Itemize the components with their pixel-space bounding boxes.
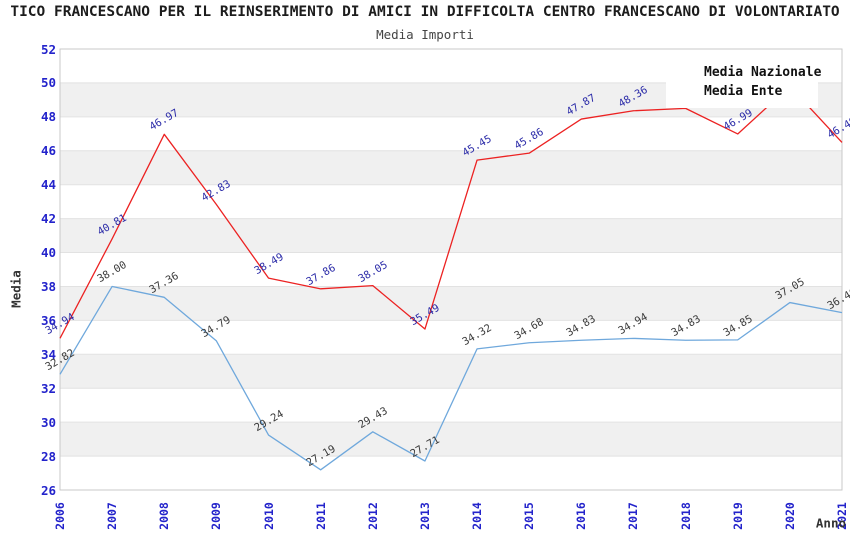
x-tick-label: 2011 bbox=[313, 502, 328, 530]
x-tick-label: 2018 bbox=[678, 502, 693, 530]
x-tick-label: 2008 bbox=[157, 502, 172, 530]
y-tick-label: 42 bbox=[40, 211, 56, 227]
legend-box: Media Nazionale Media Ente bbox=[666, 55, 821, 108]
chart-subtitle: Media Importi bbox=[376, 27, 474, 42]
x-tick-label: 2019 bbox=[730, 502, 745, 530]
x-tick-label: 2013 bbox=[417, 502, 432, 530]
x-tick-label: 2020 bbox=[782, 502, 797, 530]
series-line-media-ente bbox=[59, 85, 843, 339]
plot-frame bbox=[59, 48, 843, 491]
y-tick-label: 46 bbox=[40, 143, 56, 159]
y-tick-label: 50 bbox=[40, 75, 56, 91]
y-tick-label: 44 bbox=[40, 177, 56, 193]
legend-label: Media Ente bbox=[704, 83, 783, 99]
series-line-media-nazionale bbox=[59, 285, 843, 471]
y-tick-label: 32 bbox=[40, 380, 56, 396]
x-tick-label: 2010 bbox=[261, 502, 276, 530]
legend-item-media-ente: Media Ente bbox=[674, 82, 810, 100]
y-tick-label: 28 bbox=[40, 448, 56, 464]
y-tick-label: 52 bbox=[40, 41, 56, 57]
y-tick-label: 38 bbox=[40, 278, 56, 294]
x-tick-label: 2012 bbox=[365, 502, 380, 530]
grid-band bbox=[60, 218, 842, 253]
x-tick-label: 2014 bbox=[470, 502, 485, 530]
x-tick-label: 2015 bbox=[522, 502, 537, 530]
grid-band bbox=[60, 286, 842, 321]
y-tick-label: 40 bbox=[40, 245, 56, 261]
grid-band bbox=[60, 422, 842, 457]
grid-band bbox=[60, 354, 842, 389]
legend-swatch-red-line-icon bbox=[674, 90, 694, 93]
x-tick-label: 2016 bbox=[574, 502, 589, 530]
grid-band bbox=[60, 150, 842, 185]
y-tick-label: 36 bbox=[40, 312, 56, 328]
x-tick-label: 2009 bbox=[209, 502, 224, 530]
chart-title: TICO FRANCESCANO PER IL REINSERIMENTO DI… bbox=[10, 4, 840, 20]
x-axis-title: Anno bbox=[815, 515, 846, 531]
x-tick-label: 2006 bbox=[53, 502, 67, 530]
y-tick-label: 48 bbox=[40, 109, 56, 125]
legend-swatch-blue-line-icon bbox=[674, 71, 694, 74]
legend-item-media-nazionale: Media Nazionale bbox=[674, 63, 821, 81]
y-tick-label: 26 bbox=[40, 482, 56, 498]
x-tick-label: 2017 bbox=[626, 502, 641, 530]
y-tick-label: 34 bbox=[40, 346, 56, 362]
y-tick-label: 30 bbox=[40, 414, 56, 430]
x-tick-label: 2007 bbox=[105, 502, 120, 530]
legend-label: Media Nazionale bbox=[704, 64, 822, 80]
